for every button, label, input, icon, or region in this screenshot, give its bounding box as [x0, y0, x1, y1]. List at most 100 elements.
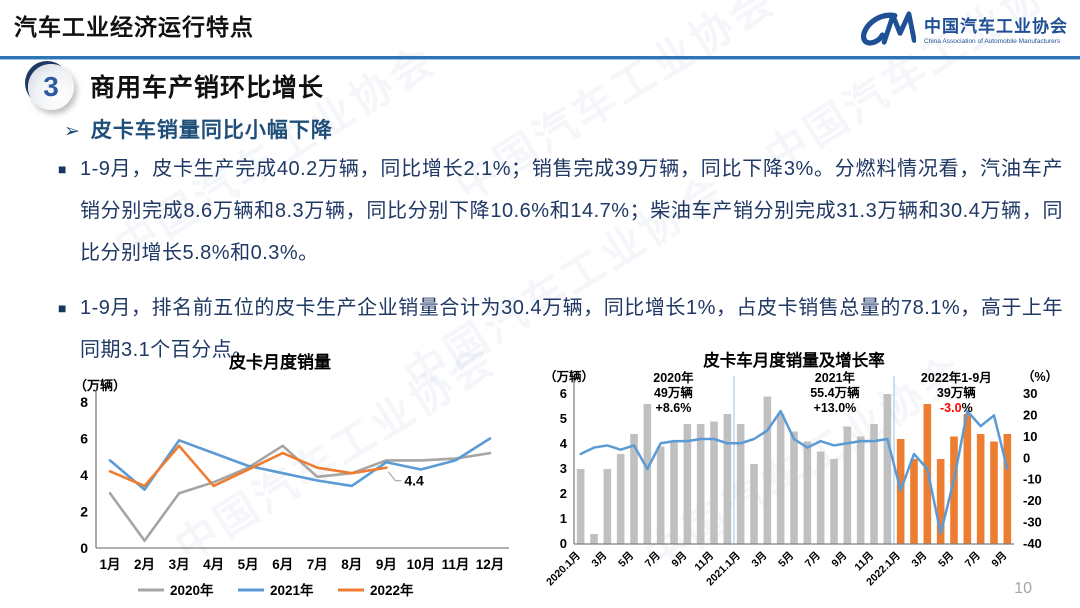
bar-2020 [723, 414, 732, 544]
x-tick-label: 5月 [238, 557, 259, 572]
right-tick-label: -10 [1023, 472, 1042, 487]
page-title: 汽车工业经济运行特点 [14, 14, 254, 40]
right-axis-unit-label: （%） [1022, 369, 1058, 384]
bullet-paragraph: ■ 1-9月，皮卡生产完成40.2万辆，同比增长2.1%；销售完成39万辆，同比… [58, 148, 1063, 274]
left-tick-label: 6 [560, 386, 567, 401]
x-tick-label: 11月 [442, 557, 470, 572]
pickup-monthly-sales-line-chart: 皮卡月度销量 （万辆） 0 2 4 6 8 1月 2月 3月 4月 5月 6月 7月 8月 9月 10月 11月 1… [52, 350, 517, 606]
legend-label: 2021年 [270, 582, 314, 598]
bar-2021 [763, 396, 772, 544]
bar-2020 [630, 434, 638, 544]
section-number: 3 [43, 71, 59, 102]
bar-2021 [803, 441, 812, 544]
header-divider [0, 56, 1080, 60]
left-tick-label: 3 [560, 461, 567, 476]
chart-title: 皮卡月度销量 [229, 352, 331, 372]
bar-2022 [950, 436, 958, 544]
y-tick-label: 8 [80, 394, 88, 410]
year-annotation: +8.6% [656, 401, 692, 415]
bar-2022 [976, 434, 985, 544]
x-tick-label: 11月 [852, 550, 876, 574]
bar-2020 [603, 469, 612, 544]
bar-2022 [910, 459, 918, 544]
right-tick-label: 0 [1023, 450, 1030, 465]
x-tick-label: 9月 [989, 550, 1009, 570]
y-tick-label: 0 [80, 540, 88, 556]
x-tick-label: 8月 [341, 557, 362, 572]
x-tick-label: 9月 [829, 550, 849, 570]
bar-2021 [830, 459, 838, 544]
subheading-text: 皮卡车销量同比小幅下降 [90, 119, 333, 142]
bar-2020 [710, 421, 718, 544]
right-tick-label: -30 [1023, 515, 1042, 530]
square-bullet-icon: ■ [58, 300, 67, 316]
arrow-bullet-icon: ➢ [64, 121, 81, 142]
y-tick-label: 4 [80, 467, 88, 483]
bullet-text: 1-9月，排名前五位的皮卡生产企业销量合计为30.4万辆，同比增长1%，占皮卡销… [80, 297, 1063, 361]
bar-2021 [843, 426, 852, 544]
bar-2021 [790, 431, 798, 544]
year-annotation: -3.0% [940, 401, 973, 415]
bullet-paragraph: ■ 1-9月，排名前五位的皮卡生产企业销量合计为30.4万辆，同比增长1%，占皮… [58, 287, 1063, 371]
left-tick-label: 0 [560, 536, 567, 551]
y-tick-label: 2 [80, 504, 88, 520]
bar-2021 [816, 451, 825, 544]
x-tick-label: 9月 [376, 557, 397, 572]
bar-2021 [750, 464, 758, 544]
growth-rate-line [579, 409, 1009, 535]
bar-2022 [990, 441, 998, 544]
bar-2020 [576, 469, 585, 544]
right-tick-label: -20 [1023, 493, 1042, 508]
year-annotation: 55.4万辆 [810, 385, 860, 400]
bar-2020 [670, 441, 678, 544]
x-tick-label: 4月 [203, 557, 224, 572]
right-tick-label: 10 [1023, 429, 1037, 444]
bar-2022 [936, 459, 945, 544]
x-tick-label: 7月 [307, 557, 328, 572]
bar-2022 [963, 414, 972, 544]
bar-2022 [1003, 434, 1012, 544]
x-tick-label: 7月 [643, 550, 663, 570]
pickup-sales-growth-combo-chart: 皮卡车月度销量及增长率 （万辆） （%） 0 1 2 3 4 5 6 30 20 10 0 -10 -20 -3… [528, 350, 1078, 606]
chart-title: 皮卡车月度销量及增长率 [703, 350, 885, 370]
year-annotation: 49万辆 [654, 385, 693, 400]
caam-logo-icon [860, 11, 916, 46]
year-annotation: 39万辆 [937, 385, 976, 400]
x-tick-label: 12月 [476, 557, 505, 572]
left-axis-unit-label: （万辆） [544, 369, 594, 384]
year-annotation: 2021年 [815, 370, 856, 385]
square-bullet-icon: ■ [58, 161, 67, 177]
x-tick-label: 2020.1月 [544, 550, 583, 589]
logo-org-name-en: China Association of Automobile Manufact… [924, 37, 1061, 45]
left-tick-label: 1 [560, 511, 567, 526]
x-tick-label: 7月 [963, 550, 983, 570]
right-tick-label: -40 [1023, 536, 1042, 551]
right-tick-label: 20 [1023, 407, 1037, 422]
y-tick-label: 6 [80, 431, 88, 447]
section-subheading: ➢ 皮卡车销量同比小幅下降 [64, 114, 333, 144]
page-number: 10 [1014, 580, 1032, 597]
x-tick-label: 9月 [669, 550, 689, 570]
x-tick-label: 5月 [616, 550, 636, 570]
annotation-leader-line [387, 471, 402, 482]
year-annotation: +13.0% [814, 401, 857, 415]
x-tick-label: 10月 [407, 557, 436, 572]
left-tick-label: 2 [560, 486, 567, 501]
legend-label: 2020年 [170, 582, 214, 598]
x-tick-label: 6月 [272, 557, 293, 572]
bar-2020 [696, 424, 705, 544]
data-label: 4.4 [404, 473, 424, 489]
x-tick-label: 3月 [749, 550, 769, 570]
logo-org-name: 中国汽车工业协会 [924, 16, 1068, 36]
right-tick-label: 30 [1023, 386, 1037, 401]
bullet-list: ■ 1-9月，皮卡生产完成40.2万辆，同比增长2.1%；销售完成39万辆，同比… [58, 148, 1063, 384]
bar-2020 [683, 424, 692, 544]
caam-logo: 中国汽车工业协会 China Association of Automobile… [854, 8, 1068, 48]
x-tick-label: 5月 [776, 550, 796, 570]
x-tick-label: 1月 [99, 557, 120, 572]
x-tick-label: 5月 [936, 550, 956, 570]
left-tick-label: 5 [560, 411, 567, 426]
bar-2020 [656, 446, 665, 544]
bar-2021 [856, 436, 865, 544]
bar-2021 [776, 414, 785, 544]
